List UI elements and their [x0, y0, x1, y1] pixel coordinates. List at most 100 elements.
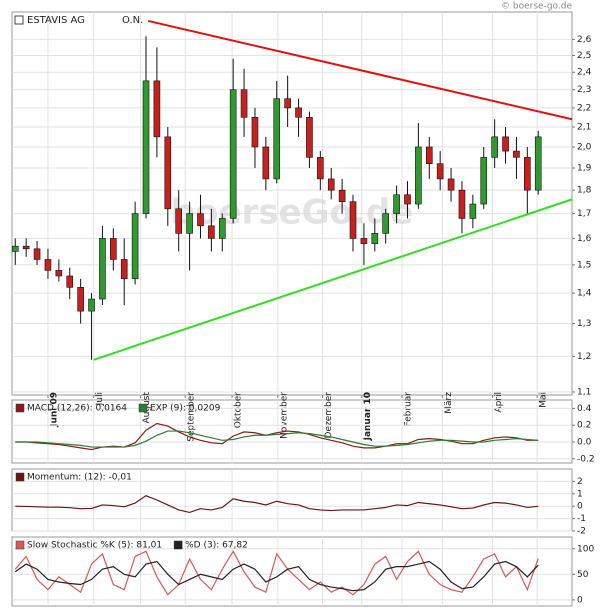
legend-label: Momentum: (12): -0,01 [27, 473, 132, 483]
y-tick-label: 1,9 [577, 163, 592, 173]
candle-body [534, 136, 542, 191]
indicator-line [14, 550, 539, 596]
y-tick-label: 2,3 [577, 85, 591, 95]
candle-body [66, 275, 74, 288]
y-tick-label: 1,5 [577, 260, 591, 270]
y-tick-label: 1,6 [577, 234, 592, 244]
candle-body [197, 213, 204, 227]
candle-body [513, 150, 520, 158]
y-tick-label: 0.4 [577, 404, 592, 414]
y-tick-label: 0 [577, 502, 583, 512]
candle-body [142, 80, 150, 214]
y-tick-label: 1,4 [577, 289, 592, 299]
candle-body [327, 178, 335, 191]
legend-label: %D (3): 67,82 [185, 541, 248, 551]
y-tick-label: 2,1 [577, 122, 591, 132]
candle-body [11, 245, 19, 252]
legend-swatch [15, 403, 25, 413]
candle-body [491, 136, 498, 158]
y-tick-label: 0 [577, 595, 583, 605]
plot-layer: 2,6 2,5 2,4 2,3 2,2 2,1 2,0 1,9 1,8 1,7 1,6 1,5 1,4 1… [11, 12, 595, 606]
x-tick-label: November [279, 392, 289, 439]
y-tick-label: -2 [577, 527, 586, 537]
y-tick-label: 0.2 [577, 421, 591, 431]
candle-body [338, 189, 346, 203]
candle-body [404, 194, 411, 205]
candle-body [415, 146, 422, 205]
candle-body [371, 233, 379, 244]
candle-body [284, 98, 291, 109]
candle-body [33, 248, 41, 260]
y-tick-label: 50 [577, 570, 589, 580]
x-tick-label: April [494, 392, 504, 413]
y-tick-label: 1 [577, 489, 583, 499]
candle-body [317, 157, 324, 180]
candle-body [240, 89, 248, 118]
y-tick-label: -1 [577, 514, 586, 524]
x-tick-label: Mai [539, 392, 549, 408]
candle-body [502, 136, 509, 152]
x-tick-label: September [187, 392, 197, 442]
indicator-line [14, 560, 539, 592]
x-tick-label: März [444, 392, 454, 414]
candle-body [273, 98, 281, 180]
legend-swatch [138, 403, 148, 413]
candle-body [186, 213, 193, 234]
candle-body [164, 136, 172, 210]
chart-subtitle: O.N. [122, 15, 143, 26]
trend-line [93, 198, 573, 361]
candle-body [208, 225, 215, 239]
candle-body [22, 245, 30, 250]
y-tick-label: 2,6 [577, 35, 592, 45]
candle-body [120, 259, 128, 280]
x-tick-label: Januar 10 [363, 392, 373, 441]
x-tick-label: Juli [95, 392, 105, 406]
candle-body [175, 208, 182, 234]
candle-body [436, 163, 444, 180]
legend-label: EXP (9): 0,0209 [150, 404, 221, 414]
y-tick-label: 1,3 [577, 319, 591, 329]
candle-body [218, 218, 226, 239]
candle-body [382, 213, 389, 234]
y-tick-label: 1,8 [577, 186, 592, 196]
y-tick-label: 2 [577, 477, 583, 487]
y-tick-label: 2,2 [577, 103, 591, 113]
candle-body [349, 201, 357, 239]
candle-body [524, 157, 531, 191]
chart-title: ESTAVIS AG [27, 15, 85, 26]
candle-body [469, 203, 477, 219]
y-tick-label: 2,5 [577, 51, 591, 61]
x-tick-label: Dezember [324, 392, 334, 439]
legend-swatch [15, 472, 25, 482]
candle-body [480, 157, 488, 205]
price-panel [11, 11, 573, 396]
candle-body [262, 146, 270, 180]
y-tick-label: 2,0 [577, 142, 592, 152]
candle-body [88, 298, 95, 312]
legend-swatch [173, 540, 183, 550]
y-tick-label: 1,2 [577, 352, 591, 362]
y-tick-label: 2,4 [577, 68, 592, 78]
candle-body [44, 259, 52, 271]
candle-body [393, 194, 400, 214]
x-tick-label: Februar [404, 392, 414, 427]
candle-body [229, 89, 237, 219]
candle-body [360, 238, 368, 244]
candle-body [153, 80, 161, 138]
candle-body [447, 178, 455, 191]
x-tick-label: Juni 09 [49, 392, 59, 428]
candle-body [77, 287, 84, 312]
indicator-line [15, 494, 539, 514]
candle-body [251, 117, 259, 148]
y-tick-label: 1,1 [577, 388, 591, 398]
copyright: © boerse-go.de [501, 2, 572, 12]
candle-body [55, 270, 63, 277]
legend-swatch [15, 540, 25, 550]
indicator-line [15, 430, 539, 448]
x-tick-label: Oktober [234, 392, 244, 429]
candle-body [458, 189, 466, 219]
y-tick-label: -0.2 [577, 454, 595, 464]
candle-body [110, 238, 117, 260]
candle-body [425, 146, 433, 165]
